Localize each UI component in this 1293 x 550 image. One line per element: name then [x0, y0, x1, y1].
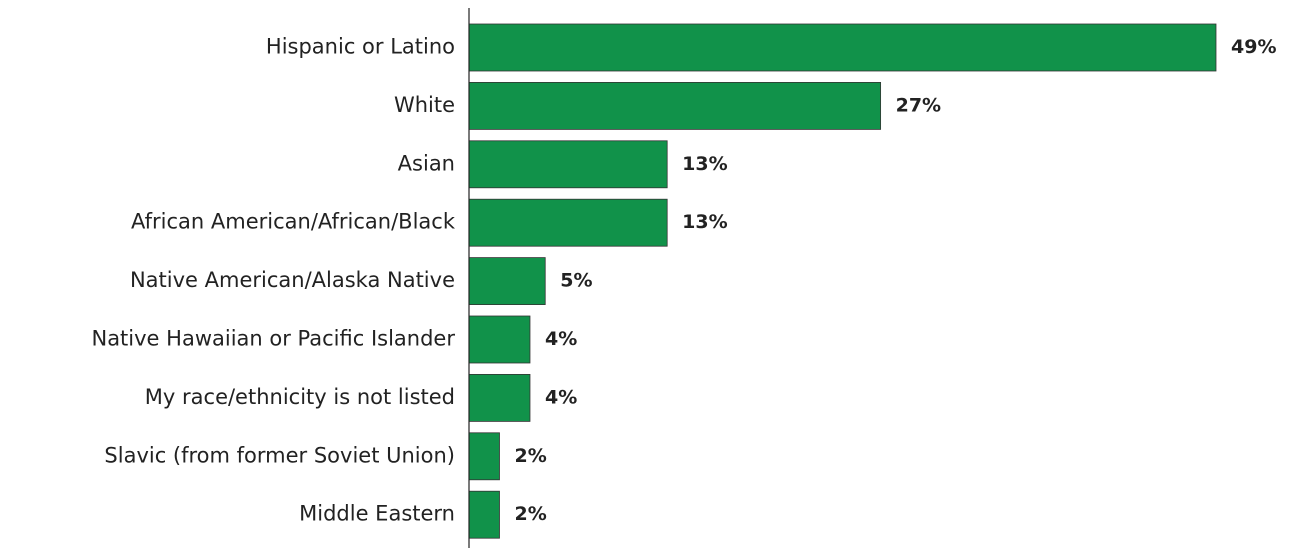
bar	[468, 23, 1217, 72]
category-label: My race/ethnicity is not listed	[145, 385, 455, 409]
value-label: 13%	[682, 153, 727, 175]
category-label: Native American/Alaska Native	[130, 268, 455, 292]
category-label: Middle Eastern	[299, 502, 455, 526]
bar	[468, 257, 546, 306]
value-label: 4%	[545, 386, 577, 408]
value-label: 2%	[514, 503, 546, 525]
category-label: Asian	[398, 151, 455, 175]
category-labels-group: Hispanic or Latino White Asian African Amer…	[91, 35, 455, 526]
bar	[468, 198, 668, 247]
category-label: Native Hawaiian or Pacific Islander	[91, 327, 455, 351]
value-label: 49%	[1231, 36, 1276, 58]
value-label: 27%	[896, 94, 941, 116]
category-label: White	[394, 93, 455, 117]
value-label: 5%	[560, 270, 592, 292]
bars-group	[468, 23, 1217, 539]
bar	[468, 315, 531, 364]
value-label: 4%	[545, 328, 577, 350]
category-label: Slavic (from former Soviet Union)	[104, 443, 455, 467]
bar	[468, 432, 500, 481]
value-label: 13%	[682, 211, 727, 233]
bar	[468, 82, 882, 130]
value-labels-group: 49% 27% 13% 13% 5% 4% 4% 2% 2%	[514, 36, 1276, 525]
bar	[468, 490, 500, 539]
bar	[468, 140, 668, 189]
category-label: Hispanic or Latino	[266, 35, 455, 59]
value-label: 2%	[514, 445, 546, 467]
category-label: African American/African/Black	[131, 210, 456, 234]
bar	[468, 373, 531, 422]
